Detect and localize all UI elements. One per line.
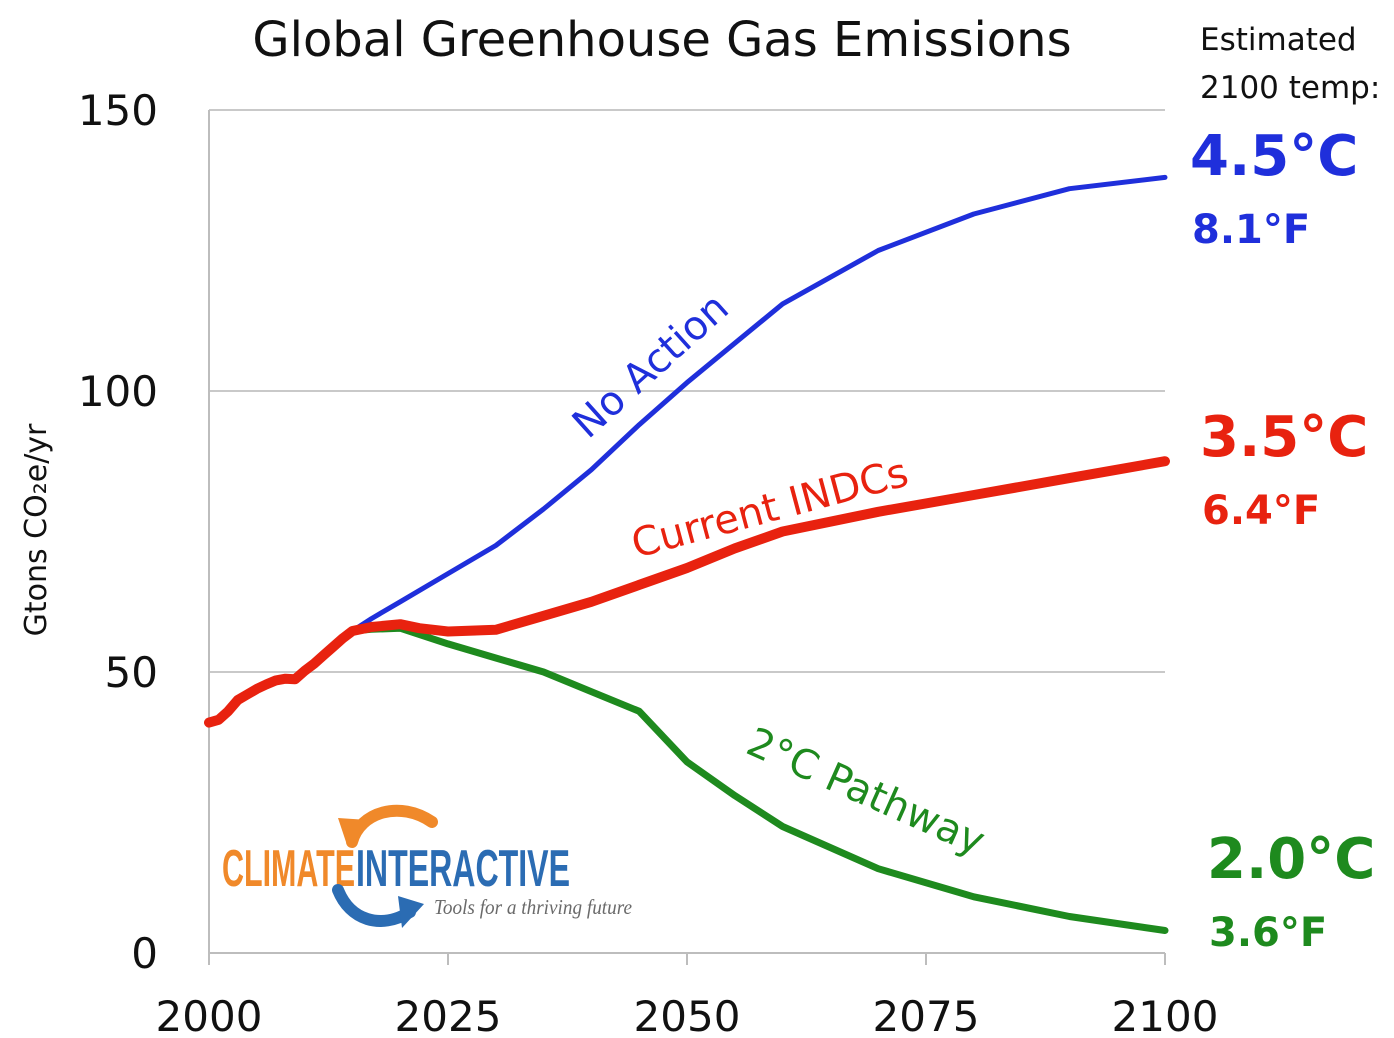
2c-temp-c: 2.0°C — [1207, 827, 1375, 892]
no-action-temp-c: 4.5°C — [1190, 124, 1358, 189]
chart-title: Global Greenhouse Gas Emissions — [252, 12, 1071, 68]
x-tick-label: 2050 — [634, 992, 741, 1038]
series-line-no-action — [206, 174, 1168, 726]
series-label-no-action: No Action — [564, 285, 738, 448]
logo-orange-arrow-icon — [346, 804, 438, 848]
logo-word-interactive: INTERACTIVE — [356, 840, 570, 898]
series-line-current-indcs — [204, 456, 1170, 728]
series-label-2c-pathway: 2°C Pathway — [740, 719, 992, 865]
x-tick-label: 2000 — [156, 992, 263, 1038]
logo-blue-arrowhead-icon — [398, 896, 424, 928]
y-tick-label: 100 — [78, 367, 158, 416]
x-tick-label: 2075 — [873, 992, 980, 1038]
indc-temp-c: 3.5°C — [1200, 405, 1368, 470]
y-tick-label: 0 — [131, 929, 158, 978]
y-tick-label: 150 — [78, 86, 158, 135]
estimated-header-line1: Estimated — [1200, 22, 1357, 58]
tick-labels: 0 50 100 150 2000 2025 2050 2075 2100 — [78, 86, 1219, 1038]
indc-temp-f: 6.4°F — [1202, 488, 1320, 534]
x-tick-label: 2100 — [1112, 992, 1219, 1038]
gridlines — [209, 109, 1165, 673]
series-lines — [204, 174, 1170, 934]
logo-tagline: Tools for a thriving future — [434, 895, 632, 919]
2c-temp-f: 3.6°F — [1209, 910, 1327, 956]
climate-interactive-logo: CLIMATE INTERACTIVE Tools for a thriving… — [222, 804, 632, 928]
estimated-header-line2: 2100 temp: — [1200, 70, 1380, 106]
no-action-temp-f: 8.1°F — [1192, 207, 1310, 253]
y-tick-label: 50 — [105, 648, 158, 697]
x-tick-label: 2025 — [395, 992, 502, 1038]
y-axis-label: Gtons CO₂e/yr — [19, 423, 54, 636]
logo-orange-arrowhead-icon — [338, 818, 368, 842]
